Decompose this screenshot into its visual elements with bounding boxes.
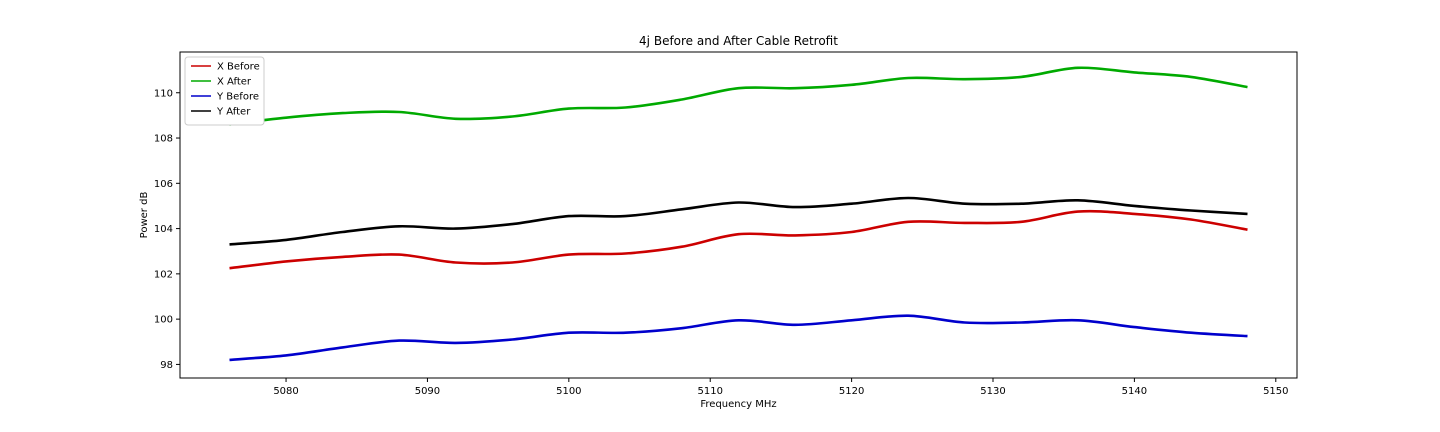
series-line-y-before <box>229 314 1248 362</box>
legend-label-y-after: Y After <box>216 107 251 118</box>
y-tick-label: 108 <box>154 134 173 145</box>
plot-frame <box>179 51 1298 379</box>
x-tick-label: 5090 <box>415 386 440 397</box>
series-line-x-before <box>229 209 1248 270</box>
x-tick-label: 5100 <box>556 386 581 397</box>
chart-title: 4j Before and After Cable Retrofit <box>639 34 838 48</box>
x-tick-label: 5110 <box>697 386 722 397</box>
series-line-y-after <box>229 196 1248 246</box>
x-axis-label: Frequency MHz <box>700 399 776 410</box>
y-axis: 98 100 102 104 106 108 110 <box>154 88 180 371</box>
legend-label-x-after: X After <box>217 77 252 88</box>
x-tick-label: 5130 <box>980 386 1005 397</box>
series-line-x-after <box>229 66 1248 126</box>
legend: X Before X After Y Before Y After <box>184 56 265 126</box>
y-axis-label: Power dB <box>139 192 150 239</box>
y-tick-label: 98 <box>160 360 173 371</box>
legend-box <box>184 56 265 126</box>
y-tick-label: 104 <box>154 224 173 235</box>
legend-label-y-before: Y Before <box>216 92 259 103</box>
y-tick-label: 106 <box>154 179 173 190</box>
x-tick-label: 5120 <box>839 386 864 397</box>
x-tick-label: 5080 <box>273 386 298 397</box>
legend-label-x-before: X Before <box>217 62 260 73</box>
y-tick-label: 100 <box>154 315 173 326</box>
y-tick-label: 110 <box>154 88 173 99</box>
plot-area <box>229 66 1248 362</box>
x-tick-label: 5150 <box>1263 386 1288 397</box>
x-tick-label: 5140 <box>1122 386 1147 397</box>
x-axis: 5080 5090 5100 5110 5120 5130 5140 5150 <box>273 378 1289 397</box>
y-tick-label: 102 <box>154 269 173 280</box>
